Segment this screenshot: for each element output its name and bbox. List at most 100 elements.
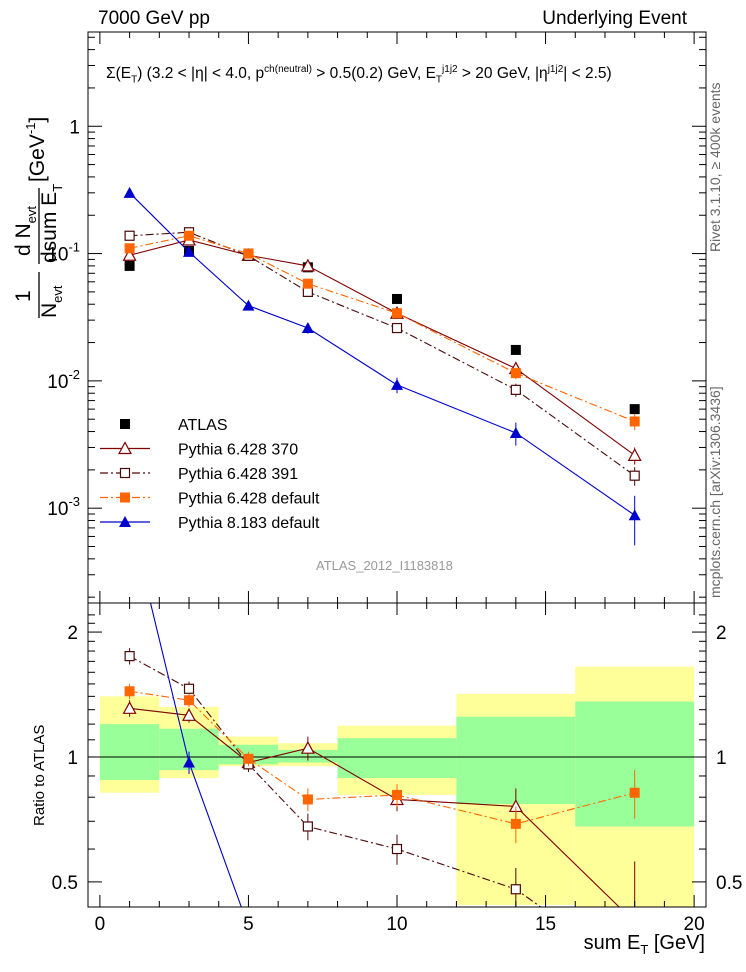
data-point-pythia-8-183-default xyxy=(509,426,522,438)
data-point-pythia-6-428-default xyxy=(124,243,135,254)
rivet-version-label: Rivet 3.1.10, ≥ 400k events xyxy=(707,82,723,252)
data-point-pythia-8-183-default xyxy=(391,378,403,390)
inner-band xyxy=(99,724,160,781)
ylabel-n: N xyxy=(38,303,61,318)
ylabel-unit: [GeV xyxy=(26,134,49,182)
data-point-pythia-6-428-391 xyxy=(629,470,640,481)
collision-energy-label: 7000 GeV pp xyxy=(98,8,210,29)
ratio-y-tick-label: 1 xyxy=(67,748,78,769)
legend-marker-pythia-8-183-default xyxy=(119,516,131,527)
data-point-pythia-6-428-370 xyxy=(300,740,315,754)
data-point-pythia-6-428-370 xyxy=(122,247,137,261)
y-tick-label-exponent: -1 xyxy=(68,240,80,255)
series-atlas xyxy=(124,245,640,415)
data-point-pythia-6-428-370 xyxy=(627,448,642,461)
data-point-pythia-6-428-391 xyxy=(124,230,135,241)
data-point-pythia-6-428-370 xyxy=(629,916,641,927)
data-point-pythia-8-183-default xyxy=(183,245,196,257)
cuts-range: ) (3.2 < |η| < 4.0, p xyxy=(137,65,265,83)
cuts-j1j2-sup2: j1j2 xyxy=(547,64,564,75)
legend-label-pythia-6-428-default: Pythia 6.428 default xyxy=(178,491,320,508)
series-pythia-6-428-default xyxy=(124,230,640,431)
x-tick-label: 0 xyxy=(95,914,106,935)
data-point-atlas xyxy=(510,344,521,355)
cuts-ch-sup: ch(neutral) xyxy=(264,64,312,75)
data-point-pythia-6-428-391 xyxy=(124,651,135,662)
data-point-pythia-8-183-default xyxy=(242,299,255,311)
cuts-eta: | < 2.5) xyxy=(563,65,612,83)
legend-label-pythia-8-183-default: Pythia 8.183 default xyxy=(178,515,320,532)
data-point-pythia-6-428-default xyxy=(243,248,254,259)
process-label: Underlying Event xyxy=(542,8,687,29)
series-line-pythia-8-183-default xyxy=(149,603,242,907)
inner-band xyxy=(337,738,457,778)
y-tick-label-base: 10 xyxy=(47,499,68,520)
legend-marker-atlas xyxy=(120,419,130,429)
ylabel-one: 1 xyxy=(12,290,35,302)
cuts-t-sub: T xyxy=(131,74,138,86)
data-point-pythia-6-428-391 xyxy=(302,821,313,832)
x-axis-label-sub: T xyxy=(640,942,649,957)
mcplots-reference-label: mcplots.cern.ch [arXiv:1306.3436] xyxy=(707,386,723,598)
x-axis-label: sum ET [GeV] xyxy=(584,932,705,957)
y-tick-label-base: 10 xyxy=(47,372,68,393)
data-point-pythia-6-428-391 xyxy=(183,683,195,694)
data-point-pythia-6-428-391 xyxy=(391,322,403,334)
data-point-pythia-6-428-370 xyxy=(122,701,137,714)
selection-cuts-label: Σ(ET) (3.2 < |η| < 4.0, pch(neutral) > 0… xyxy=(106,64,612,85)
data-point-atlas xyxy=(629,404,640,415)
cuts-t-sub2: T xyxy=(435,74,443,86)
ylabel-unit-sup: -1 xyxy=(23,123,38,135)
ratio-plot xyxy=(122,603,641,962)
series-line-pythia-6-428-391 xyxy=(129,231,636,477)
series-line-pythia-6-428-default xyxy=(129,235,635,422)
ratio-y-tick-label-right: 1 xyxy=(716,748,727,769)
data-point-pythia-8-183-default xyxy=(301,322,314,334)
data-point-pythia-6-428-default xyxy=(243,753,254,764)
data-point-pythia-6-428-default xyxy=(629,416,640,427)
y-tick-label: 10-2 xyxy=(47,367,80,393)
cuts-sigma: Σ(E xyxy=(106,65,132,83)
data-point-atlas xyxy=(392,293,402,304)
data-point-atlas xyxy=(124,260,135,271)
legend-marker-pythia-6-428-391 xyxy=(119,467,131,479)
data-point-pythia-6-428-391 xyxy=(391,843,403,855)
x-tick-label: 10 xyxy=(386,914,407,935)
data-point-pythia-6-428-391 xyxy=(510,384,521,395)
data-point-pythia-8-183-default xyxy=(183,756,196,768)
y-tick-label-exponent: -3 xyxy=(68,494,80,509)
data-point-pythia-6-428-default xyxy=(629,787,640,798)
data-point-pythia-6-428-default xyxy=(302,278,313,289)
ylabel-dn: d N xyxy=(12,223,35,256)
x-tick-label: 20 xyxy=(684,914,705,935)
data-point-pythia-6-428-default xyxy=(184,695,195,706)
main-plot xyxy=(122,186,642,546)
y-tick-label: 1 xyxy=(69,117,80,138)
cuts-j1j2-sup: j1j2 xyxy=(442,64,458,75)
series-pythia-8-183-default xyxy=(123,186,641,546)
y-tick-label: 10-3 xyxy=(47,494,80,520)
x-axis-label-unit: [GeV] xyxy=(648,932,705,954)
cuts-jet-et: > 20 GeV, |η xyxy=(457,65,548,83)
ratio-y-tick-label: 0.5 xyxy=(52,873,78,894)
ratio-y-tick-label: 2 xyxy=(67,623,78,644)
data-point-pythia-6-428-default xyxy=(184,230,195,241)
legend: ATLAS Pythia 6.428 370 Pythia 6.428 391 Pyt… xyxy=(100,417,320,532)
y-tick-label: 10-1 xyxy=(47,240,80,266)
series-pythia-6-428-default xyxy=(124,683,640,844)
data-point-pythia-6-428-default xyxy=(124,686,135,697)
data-point-pythia-6-428-391 xyxy=(302,286,313,297)
y-tick-label-base: 1 xyxy=(69,117,80,138)
ratio-y-tick-label-right: 2 xyxy=(716,623,727,644)
data-point-pythia-8-183-default xyxy=(628,509,641,521)
x-tick-label: 15 xyxy=(535,914,556,935)
ylabel-dsum: dsum E xyxy=(38,192,61,263)
data-point-pythia-6-428-370 xyxy=(182,708,197,721)
data-point-pythia-8-183-default xyxy=(302,951,314,962)
data-point-pythia-8-183-default xyxy=(123,186,136,198)
y-tick-label-exponent: -2 xyxy=(68,367,80,382)
x-tick-label: 5 xyxy=(243,914,254,935)
legend-label-pythia-6-428-391: Pythia 6.428 391 xyxy=(178,466,298,483)
data-point-pythia-6-428-default xyxy=(392,308,402,319)
